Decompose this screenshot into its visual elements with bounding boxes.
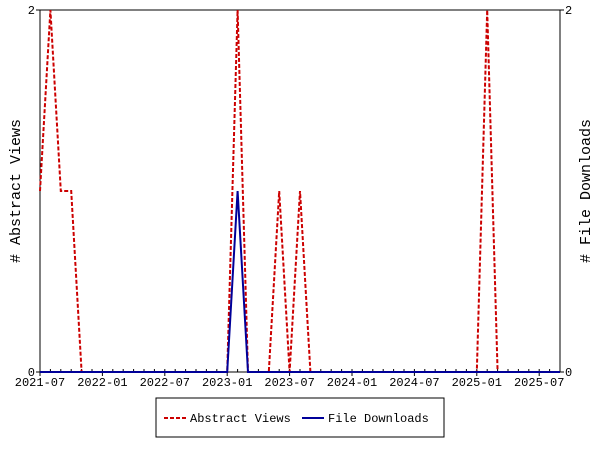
legend-box	[155, 397, 445, 438]
y-tick-label: 0	[28, 366, 35, 380]
x-tick-label: 2023-07	[264, 376, 314, 390]
x-tick-label: 2024-07	[389, 376, 439, 390]
x-tick-label: 2023-01	[202, 376, 252, 390]
legend-label: File Downloads	[328, 412, 429, 426]
x-tick-label: 2022-01	[77, 376, 127, 390]
legend-label: Abstract Views	[190, 412, 291, 426]
y-axis-label: # Abstract Views	[8, 119, 25, 263]
x-tick-label: 2025-07	[514, 376, 564, 390]
x-tick-label: 2021-07	[15, 376, 65, 390]
x-tick-label: 2022-07	[140, 376, 190, 390]
x-tick-label: 2025-01	[452, 376, 502, 390]
series-line	[39, 9, 560, 373]
series-line	[40, 190, 560, 373]
y2-tick-label: 0	[565, 366, 572, 380]
y2-tick-label: 2	[565, 4, 572, 18]
y2-axis-label: # File Downloads	[578, 119, 595, 263]
y-tick-label: 2	[28, 4, 35, 18]
x-tick-label: 2024-01	[327, 376, 377, 390]
